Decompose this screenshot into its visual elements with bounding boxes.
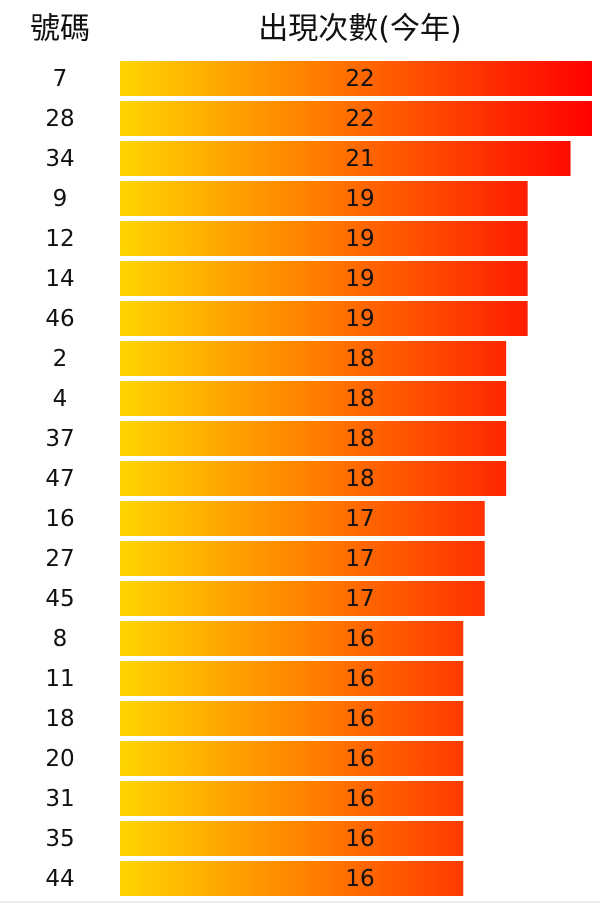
- bar: [120, 701, 464, 736]
- row-label: 47: [45, 466, 74, 492]
- value-label: 16: [345, 826, 374, 852]
- value-header: 出現次數(今年): [258, 12, 461, 47]
- value-label: 19: [345, 266, 374, 292]
- row-label: 12: [45, 226, 74, 252]
- row-label: 11: [45, 666, 74, 692]
- bar: [120, 101, 592, 136]
- row-label: 14: [45, 266, 74, 292]
- value-label: 18: [345, 426, 374, 452]
- bar: [120, 61, 592, 96]
- row-label: 4: [53, 386, 68, 412]
- bar: [120, 341, 507, 376]
- bar: [120, 741, 464, 776]
- bar: [120, 381, 507, 416]
- row-label: 28: [45, 106, 74, 132]
- bar: [120, 621, 464, 656]
- value-label: 16: [345, 746, 374, 772]
- category-header: 號碼: [30, 12, 90, 47]
- row-label: 16: [45, 506, 74, 532]
- value-label: 16: [345, 666, 374, 692]
- value-label: 19: [345, 306, 374, 332]
- value-label: 16: [345, 866, 374, 892]
- bar: [120, 821, 464, 856]
- row-label: 7: [53, 66, 68, 92]
- row-label: 20: [45, 746, 74, 772]
- bar: [120, 461, 507, 496]
- row-label: 9: [53, 186, 68, 212]
- value-label: 19: [345, 186, 374, 212]
- row-label: 44: [45, 866, 74, 892]
- value-label: 21: [345, 146, 374, 172]
- value-label: 18: [345, 346, 374, 372]
- value-label: 19: [345, 226, 374, 252]
- value-label: 16: [345, 706, 374, 732]
- value-label: 18: [345, 466, 374, 492]
- row-label: 31: [45, 786, 74, 812]
- bar: [120, 181, 528, 216]
- bar: [120, 301, 528, 336]
- bar: [120, 261, 528, 296]
- bar: [120, 541, 485, 576]
- row-label: 37: [45, 426, 74, 452]
- value-label: 17: [345, 586, 374, 612]
- bar: [120, 221, 528, 256]
- row-label: 2: [53, 346, 68, 372]
- row-label: 8: [53, 626, 68, 652]
- bar: [120, 141, 571, 176]
- row-label: 45: [45, 586, 74, 612]
- value-label: 17: [345, 546, 374, 572]
- row-label: 34: [45, 146, 74, 172]
- value-label: 22: [345, 106, 374, 132]
- bar: [120, 781, 464, 816]
- value-label: 22: [345, 66, 374, 92]
- row-label: 46: [45, 306, 74, 332]
- row-label: 27: [45, 546, 74, 572]
- value-label: 17: [345, 506, 374, 532]
- bar: [120, 861, 464, 896]
- row-label: 35: [45, 826, 74, 852]
- value-label: 16: [345, 626, 374, 652]
- bar: [120, 581, 485, 616]
- bar: [120, 501, 485, 536]
- bar: [120, 661, 464, 696]
- bar: [120, 421, 507, 456]
- row-label: 18: [45, 706, 74, 732]
- value-label: 16: [345, 786, 374, 812]
- value-label: 18: [345, 386, 374, 412]
